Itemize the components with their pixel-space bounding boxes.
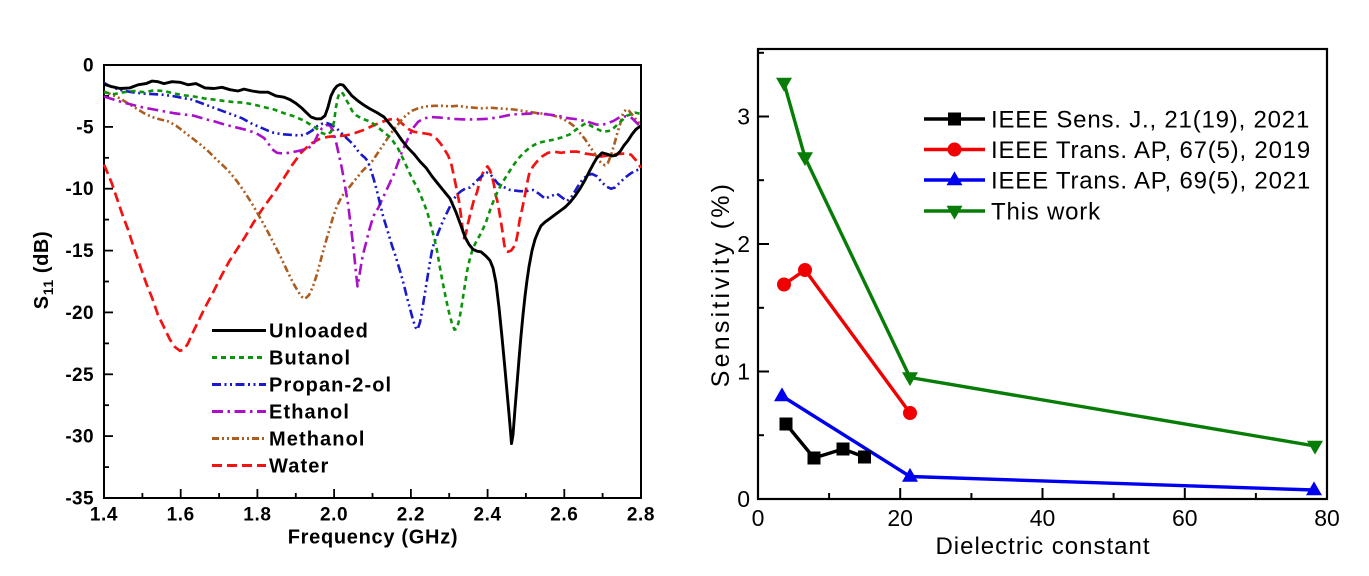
svg-text:IEEE Trans. AP, 67(5), 2019: IEEE Trans. AP, 67(5), 2019 [991,137,1311,164]
svg-text:Unloaded: Unloaded [269,321,369,343]
svg-text:Methanol: Methanol [269,429,366,451]
svg-text:2.4: 2.4 [473,505,501,526]
svg-text:This work: This work [991,199,1101,226]
svg-text:20: 20 [887,505,913,531]
svg-text:40: 40 [1030,505,1056,531]
svg-text:Sensitivity (%): Sensitivity (%) [707,181,735,387]
svg-text:-35: -35 [65,489,94,510]
svg-text:2.2: 2.2 [397,505,425,526]
svg-text:IEEE Sens. J., 21(19), 2021: IEEE Sens. J., 21(19), 2021 [991,107,1310,134]
svg-text:-30: -30 [65,427,94,448]
svg-text:80: 80 [1314,505,1340,531]
svg-text:0: 0 [83,56,94,77]
svg-text:Dielectric constant: Dielectric constant [935,533,1150,560]
svg-text:1.6: 1.6 [167,505,195,526]
svg-text:-10: -10 [65,179,94,200]
svg-text:1: 1 [737,359,750,385]
svg-text:2: 2 [737,231,750,257]
svg-text:S11 (dB): S11 (dB) [31,231,56,310]
svg-text:-25: -25 [65,365,94,386]
svg-text:0: 0 [752,505,765,531]
svg-text:Frequency (GHz): Frequency (GHz) [288,527,459,549]
svg-text:Butanol: Butanol [269,348,351,370]
svg-text:3: 3 [737,104,750,130]
svg-text:2.0: 2.0 [320,505,348,526]
svg-text:2.8: 2.8 [627,505,655,526]
svg-text:IEEE Trans. AP, 69(5), 2021: IEEE Trans. AP, 69(5), 2021 [991,168,1311,195]
svg-text:Water: Water [269,456,329,478]
svg-text:-20: -20 [65,303,94,324]
svg-text:Ethanol: Ethanol [269,402,350,424]
svg-text:60: 60 [1172,505,1198,531]
svg-text:0: 0 [737,486,750,512]
svg-text:2.6: 2.6 [550,505,578,526]
svg-text:1.8: 1.8 [243,505,271,526]
svg-text:1.4: 1.4 [90,505,118,526]
svg-text:-5: -5 [76,117,94,138]
svg-text:Propan-2-ol: Propan-2-ol [269,375,392,397]
svg-text:-15: -15 [65,241,94,262]
